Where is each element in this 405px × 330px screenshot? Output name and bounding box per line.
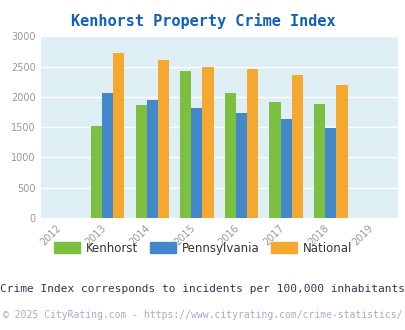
Bar	[202, 67, 213, 218]
Bar	[269, 102, 280, 218]
Bar	[191, 108, 202, 218]
Bar	[247, 69, 258, 218]
Bar	[280, 119, 291, 218]
Bar	[91, 126, 102, 218]
Bar	[180, 71, 191, 218]
Text: Kenhorst Property Crime Index: Kenhorst Property Crime Index	[70, 14, 335, 29]
Bar	[224, 92, 235, 218]
Bar	[135, 105, 146, 218]
Bar	[324, 128, 336, 218]
Bar	[336, 85, 347, 218]
Bar	[313, 104, 324, 218]
Legend: Kenhorst, Pennsylvania, National: Kenhorst, Pennsylvania, National	[49, 237, 356, 259]
Text: © 2025 CityRating.com - https://www.cityrating.com/crime-statistics/: © 2025 CityRating.com - https://www.city…	[3, 310, 402, 320]
Bar	[235, 113, 247, 218]
Bar	[158, 60, 168, 218]
Text: Crime Index corresponds to incidents per 100,000 inhabitants: Crime Index corresponds to incidents per…	[0, 284, 405, 294]
Bar	[146, 100, 158, 218]
Bar	[291, 75, 302, 218]
Bar	[113, 52, 124, 218]
Bar	[102, 92, 113, 218]
